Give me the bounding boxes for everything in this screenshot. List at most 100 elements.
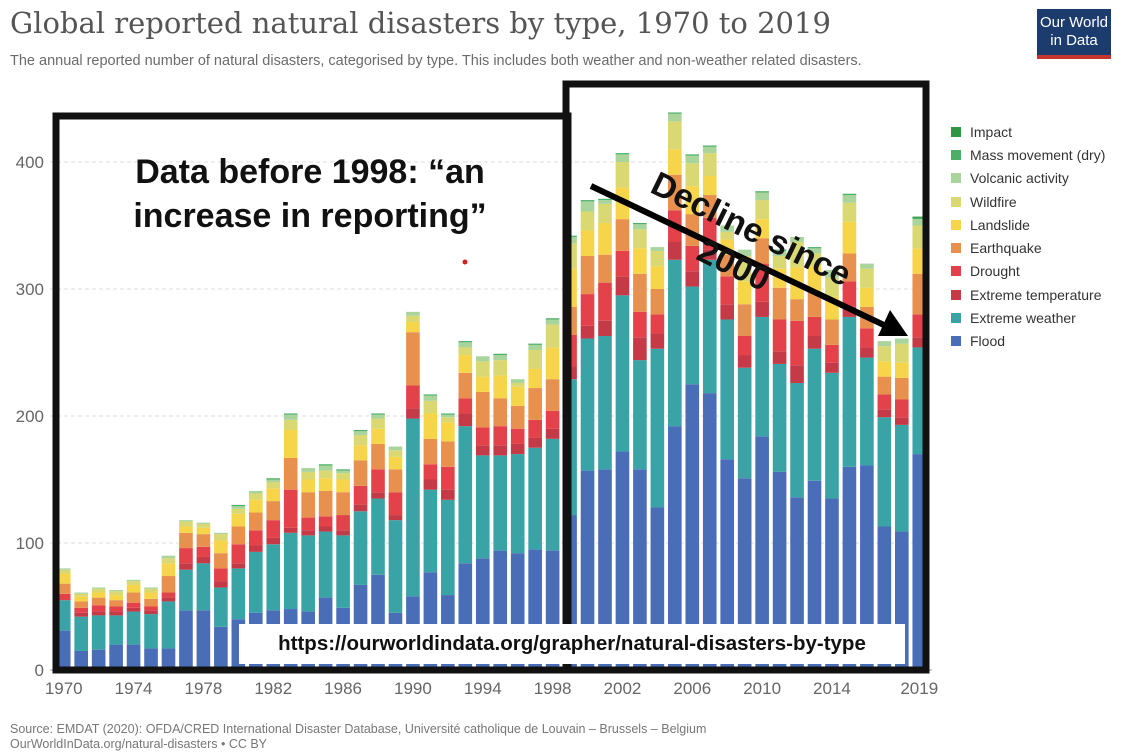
bar-segment xyxy=(650,247,665,251)
bar-segment xyxy=(283,429,298,458)
bar-segment xyxy=(91,605,106,612)
bar-segment xyxy=(475,361,490,377)
legend-item[interactable]: Earthquake xyxy=(951,236,1105,259)
bar-segment xyxy=(74,592,88,594)
bar-segment xyxy=(772,250,787,256)
bar-segment xyxy=(371,413,385,415)
bar-segment xyxy=(214,534,228,541)
bar-segment xyxy=(196,556,211,564)
bar-segment xyxy=(493,355,508,361)
bar-segment xyxy=(74,596,88,602)
bar-segment xyxy=(493,398,508,427)
bar-segment xyxy=(336,469,350,471)
legend-swatch xyxy=(951,266,961,277)
bar-segment xyxy=(668,174,682,211)
annotation-reporting-increase: Data before 1998: “an increase in report… xyxy=(133,153,487,235)
legend-label: Wildfire xyxy=(970,193,1017,210)
bar-segment xyxy=(144,610,158,615)
bar-segment xyxy=(737,281,752,305)
legend-item[interactable]: Mass movement (dry) xyxy=(951,143,1105,166)
bar-segment xyxy=(720,225,735,232)
bar-segment xyxy=(423,395,438,401)
bar-segment xyxy=(755,191,769,193)
legend-item[interactable]: Extreme weather xyxy=(951,306,1105,329)
bar-segment xyxy=(318,478,333,491)
bar-segment xyxy=(406,322,420,333)
bar-segment xyxy=(895,424,909,532)
bar-segment xyxy=(109,591,123,596)
bar-segment xyxy=(126,611,141,645)
bar-segment xyxy=(545,318,560,320)
legend-item[interactable]: Landslide xyxy=(951,213,1105,236)
bar-segment xyxy=(650,333,665,349)
bar-segment xyxy=(790,299,804,321)
bar-segment xyxy=(91,597,106,606)
owid-logo[interactable]: Our World in Data xyxy=(1037,9,1111,59)
bar-segment xyxy=(353,435,368,446)
bar-segment xyxy=(406,332,420,386)
legend-item[interactable]: Drought xyxy=(951,260,1105,283)
bar-segment xyxy=(231,563,246,569)
legend-swatch xyxy=(951,313,961,324)
bar-segment xyxy=(371,418,385,429)
legend-item[interactable]: Extreme temperature xyxy=(951,283,1105,306)
bar-segment xyxy=(807,248,822,254)
bar-segment xyxy=(336,473,350,480)
bar-segment xyxy=(685,155,700,164)
bar-segment xyxy=(109,615,123,645)
legend-label: Impact xyxy=(970,123,1013,140)
bar-segment xyxy=(895,417,909,425)
bar-segment xyxy=(842,202,857,222)
bar-segment xyxy=(301,468,315,472)
bar-segment xyxy=(668,121,682,150)
bar-segment xyxy=(161,563,176,577)
bar-segment xyxy=(318,465,333,471)
bar-segment xyxy=(807,480,822,670)
bar-segment xyxy=(877,376,892,395)
bar-segment xyxy=(475,391,490,428)
bar-segment xyxy=(336,535,350,608)
bar-segment xyxy=(493,375,508,399)
bar-segment xyxy=(510,428,525,444)
bar-segment xyxy=(179,610,193,670)
bar-segment xyxy=(266,478,281,480)
bar-segment xyxy=(528,344,542,350)
bar-segment xyxy=(231,504,246,507)
bar-segment xyxy=(702,146,717,154)
legend-item[interactable]: Volcanic activity xyxy=(951,167,1105,190)
source-url-label[interactable]: https://ourworldindata.org/grapher/natur… xyxy=(239,624,905,664)
bar-segment xyxy=(91,611,106,616)
bar-segment xyxy=(388,456,403,470)
bar-segment xyxy=(214,626,228,670)
license-text: OurWorldInData.org/natural-disasters • C… xyxy=(10,737,268,751)
bar-segment xyxy=(790,320,804,366)
legend-item[interactable]: Wildfire xyxy=(951,190,1105,213)
bar-segment xyxy=(388,469,403,493)
bar-segment xyxy=(720,254,735,277)
bar-segment xyxy=(371,469,385,493)
bar-segment xyxy=(161,597,176,602)
bar-segment xyxy=(91,587,106,589)
bar-segment xyxy=(580,211,595,231)
bar-segment xyxy=(545,379,560,411)
bar-segment xyxy=(283,457,298,490)
bar-segment xyxy=(441,413,455,415)
legend-item[interactable]: Impact xyxy=(951,120,1105,143)
legend-swatch xyxy=(951,243,961,254)
bar-segment xyxy=(737,367,752,479)
x-tick-label: 2006 xyxy=(673,679,711,698)
logo-line-1: Our World xyxy=(1039,14,1109,31)
x-tick-label: 2019 xyxy=(900,679,938,698)
bar-segment xyxy=(179,563,193,570)
bar-segment xyxy=(860,328,874,348)
legend-item[interactable]: Flood xyxy=(951,330,1105,353)
x-tick-label: 1978 xyxy=(184,679,222,698)
bar-segment xyxy=(458,342,473,348)
bar-segment xyxy=(283,419,298,430)
y-tick-label: 100 xyxy=(16,534,44,553)
bar-segment xyxy=(353,429,368,432)
bar-segment xyxy=(598,203,612,223)
bar-segment xyxy=(633,337,647,361)
bar-segment xyxy=(371,414,385,419)
bar-segment xyxy=(685,186,700,215)
